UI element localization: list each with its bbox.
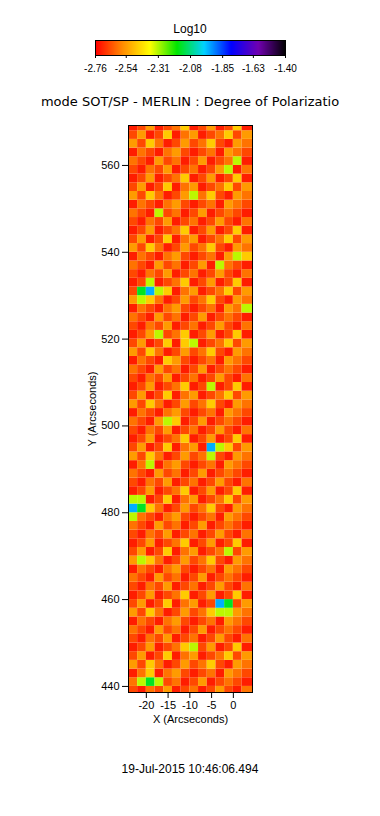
svg-text:-15: -15 <box>160 699 176 711</box>
svg-text:440: 440 <box>101 680 119 692</box>
svg-text:560: 560 <box>101 159 119 171</box>
svg-text:-2.31: -2.31 <box>147 63 170 74</box>
svg-text:-1.85: -1.85 <box>211 63 234 74</box>
svg-text:480: 480 <box>101 506 119 518</box>
svg-text:-2.54: -2.54 <box>115 63 138 74</box>
svg-text:-5: -5 <box>207 699 217 711</box>
svg-text:520: 520 <box>101 333 119 345</box>
svg-text:500: 500 <box>101 419 119 431</box>
svg-text:-2.76: -2.76 <box>84 63 107 74</box>
svg-text:-2.08: -2.08 <box>179 63 202 74</box>
svg-text:-20: -20 <box>138 699 154 711</box>
html-text:Log10: Log10 <box>173 22 207 36</box>
html-text:mode SOT/SP - MERLIN : Degree: mode SOT/SP - MERLIN : Degree of Polariz… <box>40 94 340 109</box>
html-text:19-Jul-2015 10:46:06.494: 19-Jul-2015 10:46:06.494 <box>121 762 259 776</box>
svg-text:Y (Arcseconds): Y (Arcseconds) <box>86 372 98 447</box>
svg-text:0: 0 <box>230 699 236 711</box>
svg-text:540: 540 <box>101 246 119 258</box>
svg-text:X (Arcseconds): X (Arcseconds) <box>153 713 228 725</box>
svg-text:-10: -10 <box>182 699 198 711</box>
svg-text:-1.40: -1.40 <box>274 63 297 74</box>
svg-text:460: 460 <box>101 593 119 605</box>
svg-text:-1.63: -1.63 <box>242 63 265 74</box>
